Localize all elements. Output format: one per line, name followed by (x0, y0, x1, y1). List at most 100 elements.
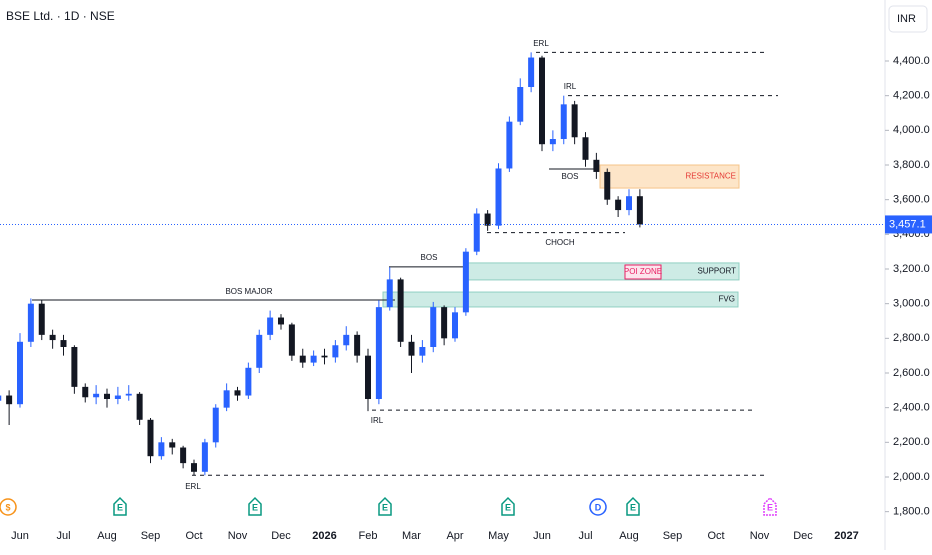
event-label: E (382, 502, 388, 512)
event-label: E (252, 502, 258, 512)
y-tick-label: 2,200.0 (893, 436, 930, 448)
x-tick-label: 2027 (834, 530, 858, 542)
candle-body (267, 317, 274, 335)
candle-body (180, 447, 187, 464)
candle-body (484, 213, 491, 226)
candle-body (408, 341, 415, 356)
x-tick-label: Jul (578, 530, 592, 542)
candle-body (441, 307, 448, 339)
x-tick-label: Nov (750, 530, 770, 542)
y-tick-label: 4,400.0 (893, 55, 930, 67)
event-label: E (117, 502, 123, 512)
event-icon: E (248, 496, 262, 516)
event-icon: E (763, 496, 777, 516)
candle-body (93, 393, 100, 398)
zone-label: FVG (719, 295, 735, 304)
event-shape (763, 496, 777, 516)
tag-box (624, 264, 662, 280)
candle-body (245, 367, 252, 396)
candle-body (332, 345, 339, 358)
y-tick-label: 2,000.0 (893, 471, 930, 483)
level-label: BOS (562, 172, 579, 181)
x-tick-label: May (488, 530, 509, 542)
event-label: E (505, 502, 511, 512)
y-tick-label: 4,200.0 (893, 90, 930, 102)
event-shape (501, 496, 515, 516)
currency-box[interactable] (888, 5, 928, 33)
candle-body (386, 279, 393, 308)
candle-body (473, 213, 480, 252)
candle-body (462, 251, 469, 313)
y-tick-label: 4,000.0 (893, 124, 930, 136)
candle-body (495, 168, 502, 226)
candle-body (375, 307, 382, 399)
candle-body (49, 334, 56, 341)
candle-body (593, 159, 600, 172)
last-price-box (885, 215, 932, 234)
candle-body (104, 393, 110, 399)
zone (599, 164, 740, 189)
candle-body (299, 355, 306, 363)
candle-body (636, 196, 643, 225)
event-icon: E (626, 496, 640, 516)
candle-body (38, 303, 45, 335)
x-tick-label: Sep (663, 530, 683, 542)
event-label: E (630, 502, 636, 512)
x-tick-label: Apr (446, 530, 463, 542)
level-label: BOS (421, 253, 438, 262)
candle-body (169, 442, 176, 448)
event-shape (378, 496, 392, 516)
candle-body (234, 390, 241, 396)
y-tick-label: 3,000.0 (893, 298, 930, 310)
candle-body (147, 419, 154, 457)
candle-body (430, 307, 437, 347)
currency[interactable]: INR (897, 13, 916, 25)
candle-body (136, 393, 143, 420)
symbol-title: BSE Ltd. · 1D · NSE (6, 9, 115, 23)
candle-body (82, 386, 89, 398)
candle-body (288, 324, 295, 356)
level-label: CHOCH (545, 238, 575, 247)
x-tick-label: Jun (11, 530, 29, 542)
x-tick-label: Aug (619, 530, 639, 542)
candle-body (125, 393, 132, 396)
event-icon: E (113, 496, 127, 516)
zone (382, 291, 739, 308)
candle-body (517, 87, 524, 122)
level-label: IRL (371, 416, 384, 425)
candle-body (560, 104, 567, 140)
y-tick-label: 2,400.0 (893, 402, 930, 414)
event-shape (589, 498, 607, 516)
event-icon: E (378, 496, 392, 516)
candle-body (201, 442, 208, 472)
level-label: ERL (185, 482, 201, 491)
x-tick-label: 2026 (312, 530, 336, 542)
candle-body (158, 442, 165, 457)
candle-body (191, 463, 197, 472)
candle-body (6, 395, 13, 405)
level-label: IRL (564, 82, 577, 91)
x-tick-label: Aug (97, 530, 117, 542)
x-tick-label: Oct (185, 530, 202, 542)
candle-body (17, 341, 23, 405)
candle-body (0, 395, 2, 401)
candle-body (310, 355, 317, 363)
x-tick-label: Oct (707, 530, 724, 542)
candle-body (343, 334, 350, 346)
y-tick-label: 1,800.0 (893, 506, 930, 518)
event-shape (248, 496, 262, 516)
y-tick-label: 3,800.0 (893, 159, 930, 171)
x-tick-label: Sep (141, 530, 161, 542)
candle-body (321, 355, 328, 358)
candle-body (604, 171, 611, 200)
candle-body (278, 317, 284, 325)
event-icon: D (589, 498, 607, 516)
candle-body (256, 334, 263, 368)
event-label: D (595, 502, 602, 512)
event-label: $ (5, 502, 10, 512)
candle-body (549, 139, 556, 145)
y-tick-label: 2,600.0 (893, 367, 930, 379)
x-tick-label: Dec (271, 530, 291, 542)
candle-body (212, 407, 219, 443)
